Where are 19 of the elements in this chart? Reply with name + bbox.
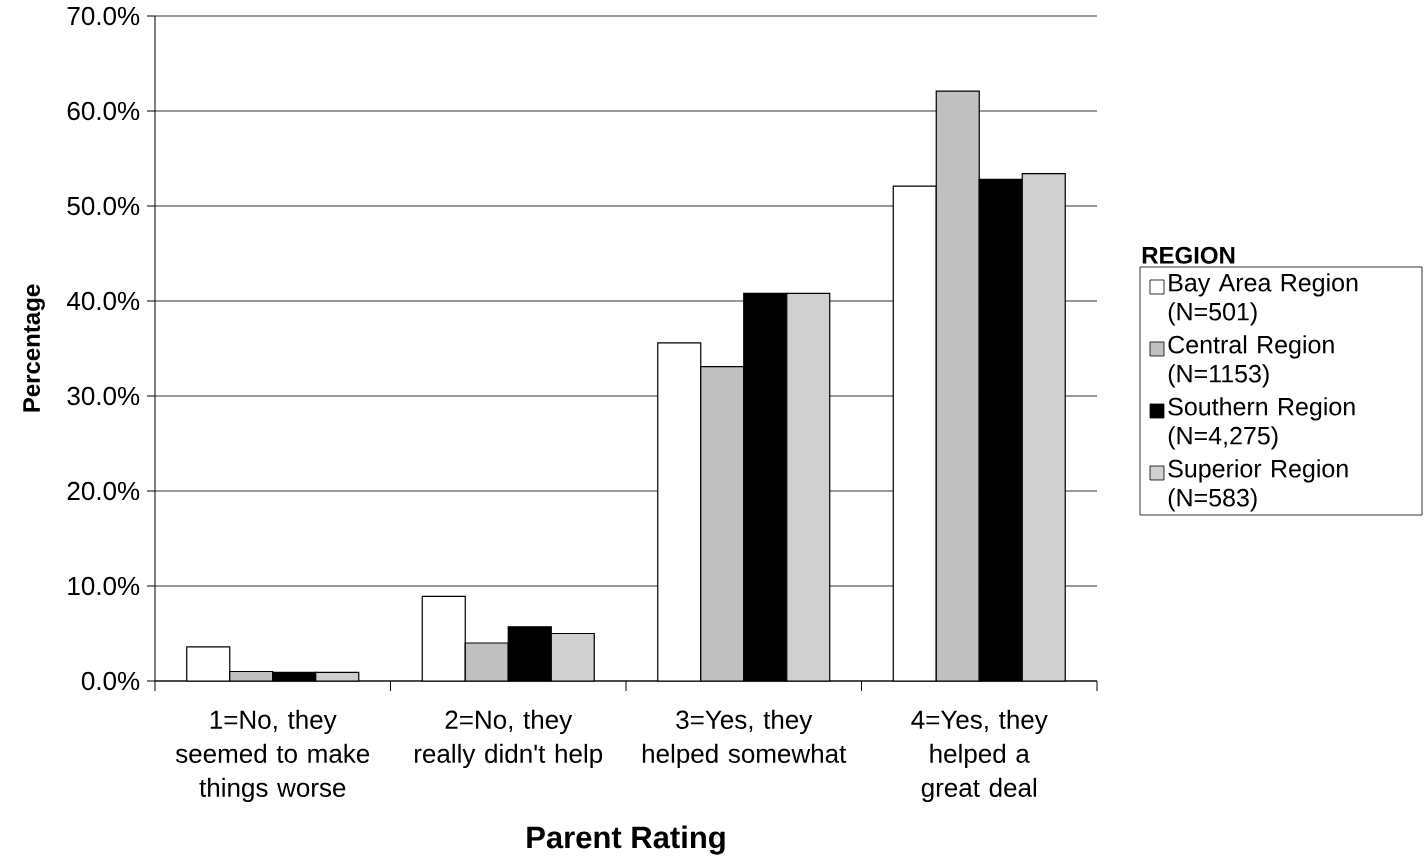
legend-title: REGION [1142, 246, 1235, 264]
y-tick-label: 60.0% [67, 101, 140, 121]
legend-label: Superior Region (N=583) [1168, 459, 1348, 512]
x-axis-title: Parent Rating [527, 825, 725, 855]
y-tick-label: 0.0% [81, 671, 140, 691]
y-tick-label: 20.0% [67, 481, 140, 501]
x-tick-label: 2=No, they really didn't help [415, 709, 603, 769]
y-tick-label: 30.0% [67, 386, 140, 406]
y-tick-label: 70.0% [67, 6, 140, 26]
x-tick-label: 1=No, they seemed to make things worse [175, 709, 370, 803]
legend-label: Central Region (N=1153) [1168, 335, 1334, 388]
y-axis-title: Percentage [23, 284, 45, 412]
y-tick-label: 40.0% [67, 291, 140, 311]
legend-label: Bay Area Region (N=501) [1168, 273, 1358, 326]
y-tick-label: 50.0% [67, 196, 140, 216]
x-tick-label: 4=Yes, they helped a great deal [911, 709, 1048, 803]
x-tick-label: 3=Yes, they helped somewhat [642, 709, 847, 769]
y-tick-label: 10.0% [68, 576, 140, 596]
legend-label: Southern Region (N=4,275) [1168, 397, 1355, 450]
